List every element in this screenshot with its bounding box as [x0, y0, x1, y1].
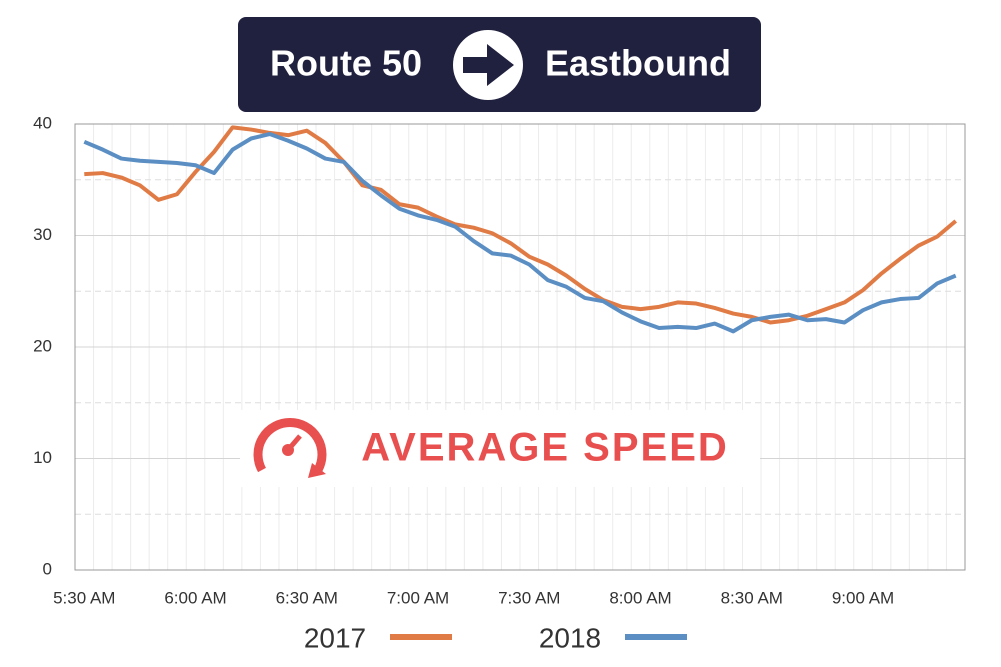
legend-label: 2018 — [539, 622, 601, 653]
series-line — [83, 132, 957, 334]
legend-label: 2017 — [304, 622, 366, 653]
annotation: AVERAGE SPEED — [361, 426, 729, 470]
y-tick-label: 20 — [33, 336, 52, 355]
y-tick-label: 40 — [33, 113, 52, 132]
chart-title: Route 50 — [270, 43, 422, 84]
chart-subtitle: Eastbound — [545, 43, 731, 84]
x-tick-label: 5:30 AM — [53, 588, 115, 607]
y-tick-label: 10 — [33, 448, 52, 467]
plot-border — [74, 123, 966, 571]
x-tick-label: 6:00 AM — [164, 588, 226, 607]
y-tick-label: 0 — [43, 559, 52, 578]
x-tick-label: 8:30 AM — [721, 588, 783, 607]
x-tick-label: 6:30 AM — [276, 588, 338, 607]
x-tick-label: 8:00 AM — [609, 588, 671, 607]
x-tick-label: 9:00 AM — [832, 588, 894, 607]
series-line — [84, 125, 958, 325]
x-tick-label: 7:30 AM — [498, 588, 560, 607]
annotation-box — [240, 410, 760, 487]
x-tick-label: 7:00 AM — [387, 588, 449, 607]
arrow-icon — [453, 30, 523, 100]
y-tick-label: 30 — [33, 225, 52, 244]
